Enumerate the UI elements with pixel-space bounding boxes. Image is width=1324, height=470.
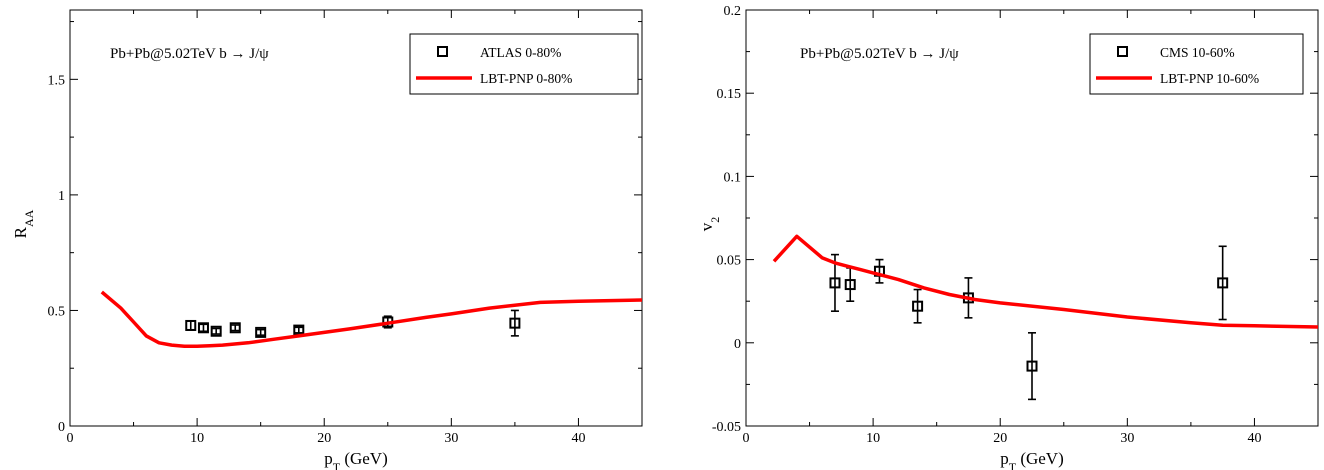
- right-legend-marker-icon: [1117, 46, 1128, 57]
- left-x-axis-title: pT (GeV): [324, 449, 388, 470]
- right-data-point: [1217, 277, 1229, 289]
- left-x-tick-label: 20: [317, 431, 331, 446]
- left-y-tick-label: 1.5: [48, 73, 66, 88]
- left-x-tick-label: 40: [571, 431, 585, 446]
- right-x-tick-label: 0: [743, 431, 750, 446]
- left-y-tick-label: 0: [58, 420, 65, 435]
- left-legend-marker-icon: [437, 46, 448, 57]
- right-x-tick-label: 10: [866, 431, 880, 446]
- right-y-tick-label: 0: [734, 337, 741, 352]
- right-x-axis-title: pT (GeV): [1000, 449, 1064, 470]
- left-annotation: Pb+Pb@5.02TeV b → J/ψ: [110, 46, 269, 62]
- left-data-point: [229, 322, 241, 334]
- right-data-point: [829, 277, 841, 289]
- right-y-tick-label: -0.05: [712, 420, 741, 435]
- right-y-axis-title: v2: [697, 217, 722, 232]
- left-legend-label: LBT-PNP 0-80%: [480, 71, 572, 86]
- left-x-tick-label: 0: [67, 431, 74, 446]
- right-y-tick-label: 0.05: [717, 254, 742, 269]
- left-plot-frame: [69, 9, 643, 427]
- right-data-point: [844, 279, 856, 291]
- right-data-point: [1026, 360, 1038, 372]
- right-x-tick-label: 40: [1247, 431, 1261, 446]
- left-x-tick-label: 30: [444, 431, 458, 446]
- right-annotation: Pb+Pb@5.02TeV b → J/ψ: [800, 46, 959, 62]
- right-legend-label: LBT-PNP 10-60%: [1160, 71, 1259, 86]
- right-y-tick-label: 0.2: [724, 4, 742, 19]
- right-legend-label: CMS 10-60%: [1160, 45, 1235, 60]
- left-data-point: [185, 319, 197, 331]
- right-y-tick-label: 0.15: [717, 87, 742, 102]
- right-x-tick-label: 30: [1120, 431, 1134, 446]
- left-data-point: [509, 317, 521, 329]
- left-panel-raa: 0 10 20 30 40 0 0.5 1 1.5 pT (GeV) RAA Pb+Pb@5.02Te…: [11, 9, 643, 470]
- left-legend-label: ATLAS 0-80%: [480, 45, 561, 60]
- left-x-tick-label: 10: [190, 431, 204, 446]
- right-legend-box: [1089, 33, 1304, 95]
- left-data-point: [197, 322, 209, 334]
- right-data-point: [912, 300, 924, 312]
- left-y-tick-label: 1: [58, 189, 65, 204]
- left-y-tick-label: 0.5: [48, 304, 66, 319]
- left-data-point: [255, 326, 267, 338]
- left-lbt-pnp-curve: [100, 290, 643, 349]
- right-x-tick-label: 20: [993, 431, 1007, 446]
- right-y-tick-label: 0.1: [724, 170, 742, 185]
- left-data-point: [210, 325, 222, 337]
- right-lbt-pnp-curve: [772, 234, 1319, 329]
- left-y-axis-title: RAA: [11, 209, 36, 238]
- left-legend-box: [409, 33, 639, 95]
